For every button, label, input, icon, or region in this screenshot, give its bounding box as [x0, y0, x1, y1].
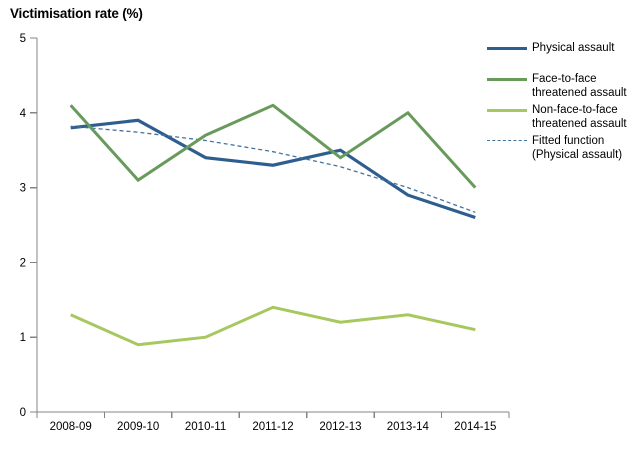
- series-line-face-to-face-threatened-assault: [69, 103, 477, 189]
- y-axis-tick-label: 3: [20, 183, 26, 195]
- x-axis-tick-label: 2013-14: [387, 421, 430, 433]
- x-axis-tick-label: 2009-10: [117, 421, 159, 433]
- legend-item-face-to-face-threatened-assault: Face-to-face threatened assault: [487, 72, 632, 100]
- x-axis-tick-label: 2011-12: [252, 421, 293, 433]
- y-axis-tick-label: 5: [20, 33, 26, 45]
- y-axis-tick-label: 1: [20, 332, 26, 344]
- series-line-physical-assault: [70, 118, 476, 220]
- legend-swatch-face-to-face-threatened-assault: [487, 78, 527, 81]
- legend-label: Face-to-face threatened assault: [532, 73, 627, 99]
- legend-swatch-fitted-function: [487, 140, 527, 141]
- chart-title: Victimisation rate (%): [10, 6, 143, 21]
- legend-swatch-physical-assault: [487, 47, 527, 50]
- y-axis-tick-label: 2: [20, 257, 26, 269]
- legend-label: Fitted function (Physical assault): [532, 135, 623, 161]
- legend-item-non-face-to-face-threatened-assault: Non-face-to-face threatened assault: [487, 103, 632, 131]
- series-line-fitted-function-physical-assault: [70, 125, 476, 213]
- legend-item-physical-assault: Physical assault: [487, 41, 632, 55]
- x-axis-tick-label: 2014-15: [454, 421, 496, 433]
- legend-label: Non-face-to-face threatened assault: [532, 104, 627, 130]
- series-line-non-face-to-face-threatened-assault: [70, 305, 476, 347]
- legend-item-fitted-function: Fitted function (Physical assault): [487, 134, 632, 162]
- chart-legend: Physical assault Face-to-face threatened…: [487, 41, 632, 162]
- y-axis-tick-label: 4: [20, 108, 27, 120]
- y-axis-tick-label: 0: [20, 407, 26, 419]
- legend-label: Physical assault: [532, 42, 615, 54]
- legend-swatch-non-face-to-face-threatened-assault: [487, 109, 527, 112]
- x-axis-tick-label: 2008-09: [50, 421, 92, 433]
- x-axis-tick-label: 2012-13: [319, 421, 361, 433]
- x-axis-tick-label: 2010-11: [185, 421, 226, 433]
